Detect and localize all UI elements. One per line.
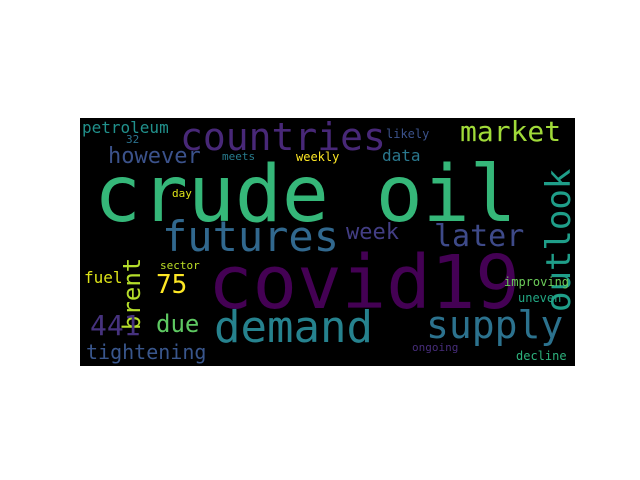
word-weekly: weekly [296, 150, 340, 164]
word-ongoing: ongoing [412, 341, 459, 354]
word-later: later [434, 219, 525, 254]
word-due: due [156, 310, 200, 338]
word-countries: countries [180, 118, 386, 159]
word-441: 441 [90, 309, 141, 342]
word-32: 32 [126, 133, 140, 146]
word-however: however [108, 144, 201, 169]
word-meets: meets [222, 150, 256, 163]
word-week: week [346, 220, 399, 245]
word-petroleum: petroleum [82, 118, 169, 137]
word-fuel: fuel [84, 268, 123, 287]
word-data: data [382, 146, 421, 165]
word-improving: improving [504, 275, 570, 289]
word-uneven: uneven [518, 291, 562, 305]
word-crude-oil: crude oil [94, 150, 517, 240]
word-75: 75 [156, 270, 188, 300]
word-demand: demand [214, 302, 373, 353]
word-supply: supply [426, 303, 564, 347]
word-cloud: crude oil covid19 countries futures demand su… [80, 118, 575, 366]
word-tightening: tightening [86, 340, 207, 364]
word-covid19: covid19 [208, 240, 520, 326]
word-decline: decline [516, 349, 567, 363]
word-market: market [460, 118, 562, 148]
word-likely: likely [386, 127, 430, 141]
word-day: day [172, 187, 192, 200]
word-sector: sector [160, 259, 200, 272]
word-futures: futures [162, 212, 340, 261]
